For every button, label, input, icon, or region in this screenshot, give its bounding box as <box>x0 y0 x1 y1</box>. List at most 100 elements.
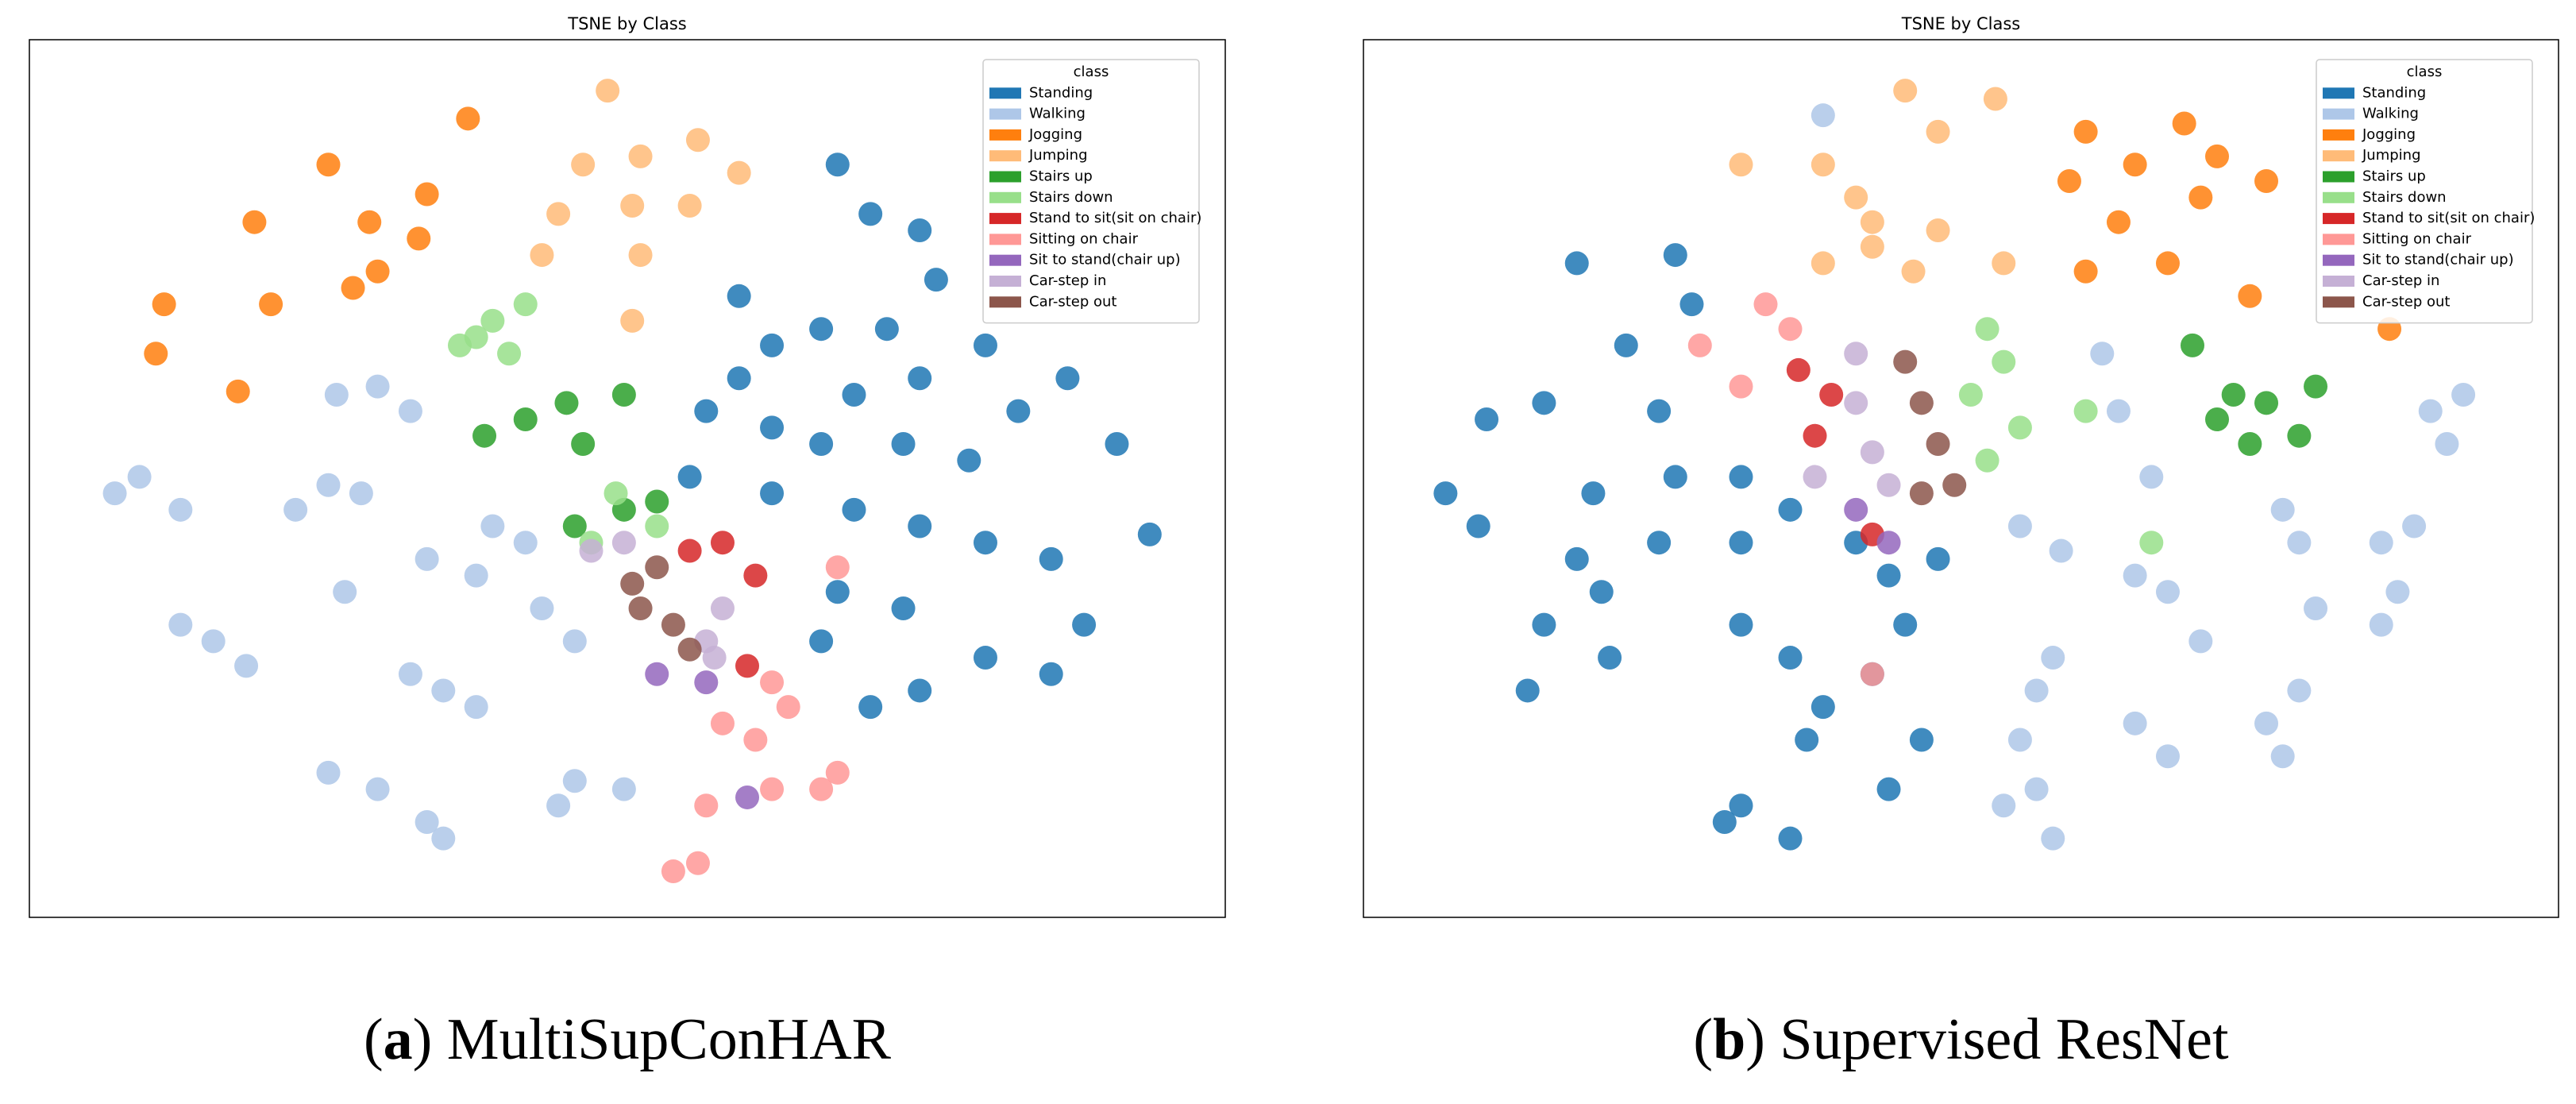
scatter-point <box>1860 210 1884 234</box>
scatter-point <box>2073 119 2098 144</box>
scatter-point <box>1466 514 1490 538</box>
legend-swatch <box>2323 276 2354 287</box>
caption-part: ( <box>364 1007 384 1072</box>
scatter-point <box>2304 596 2328 620</box>
scatter-point <box>1564 546 1589 571</box>
legend-label: Stairs down <box>1029 189 1113 206</box>
scatter-point <box>1614 333 1638 357</box>
scatter-point <box>1778 826 1803 851</box>
scatter-point <box>1581 481 1606 506</box>
legend-label: Sit to stand(chair up) <box>2362 252 2514 268</box>
legend-swatch <box>2323 213 2354 225</box>
legend-swatch <box>989 234 1021 245</box>
scatter-point <box>1876 473 1901 497</box>
scatter-point <box>809 777 834 801</box>
scatter-point <box>694 670 719 695</box>
legend-swatch <box>989 254 1021 266</box>
scatter-point <box>710 531 735 555</box>
scatter-point <box>891 596 916 620</box>
caption-part: b <box>1713 1007 1745 1072</box>
scatter-point <box>2254 391 2279 415</box>
scatter-point <box>1795 728 1819 752</box>
scatter-point <box>1926 218 1950 243</box>
legend-label: Car-step in <box>1029 272 1106 289</box>
scatter-point <box>431 826 456 851</box>
scatter-point <box>620 193 645 218</box>
scatter-point <box>2024 678 2049 703</box>
legend-box <box>2316 59 2533 324</box>
scatter-point <box>1778 317 1803 342</box>
scatter-point <box>2041 826 2065 851</box>
scatter-point <box>1876 563 1901 588</box>
scatter-point <box>924 268 948 292</box>
legend-swatch <box>2323 296 2354 308</box>
scatter-point <box>604 481 628 506</box>
legend-label: Stand to sit(sit on chair) <box>2362 210 2535 226</box>
legend-title: class <box>2407 64 2443 80</box>
scatter-point <box>365 259 390 284</box>
scatter-point <box>316 152 341 177</box>
scatter-point <box>2205 407 2229 432</box>
scatter-point <box>908 366 932 391</box>
scatter-point <box>973 333 997 357</box>
scatter-point <box>530 596 554 620</box>
scatter-point <box>1729 612 1753 637</box>
scatter-point <box>858 695 883 720</box>
scatter-point <box>1753 292 1778 317</box>
scatter-point <box>2188 629 2213 654</box>
legend-swatch <box>989 150 1021 162</box>
legend-swatch <box>989 191 1021 203</box>
legend-box <box>982 59 1200 324</box>
legend-label: Stairs up <box>2362 168 2426 185</box>
scatter-point <box>760 415 785 440</box>
scatter-point <box>2155 251 2180 276</box>
scatter-point <box>685 128 710 152</box>
scatter-point <box>513 407 538 432</box>
scatter-point <box>1433 481 1458 506</box>
scatter-point <box>1786 357 1811 382</box>
scatter-point <box>1992 251 2016 276</box>
legend-swatch <box>2323 254 2354 266</box>
scatter-point <box>2270 497 2295 522</box>
scatter-point <box>760 333 785 357</box>
scatter-point <box>891 432 916 457</box>
scatter-point <box>333 580 357 604</box>
scatter-point <box>1811 103 1835 128</box>
scatter-point <box>611 777 636 801</box>
scatter-point <box>1039 662 1063 686</box>
legend-label: Walking <box>1029 106 1086 122</box>
scatter-point <box>407 226 431 251</box>
scatter-point <box>825 580 850 604</box>
scatter-point <box>973 531 997 555</box>
scatter-point <box>168 497 193 522</box>
scatter-point <box>809 317 834 342</box>
scatter-point <box>1975 317 1999 342</box>
scatter-point <box>760 670 785 695</box>
scatter-point <box>480 514 505 538</box>
scatter-point <box>472 423 497 448</box>
scatter-point <box>2123 711 2147 735</box>
scatter-point <box>2221 382 2246 407</box>
scatter-point <box>611 382 636 407</box>
scatter-point <box>2090 342 2115 366</box>
scatter-point <box>685 851 710 875</box>
scatter-point <box>2435 432 2459 457</box>
scatter-point <box>242 210 267 234</box>
scatter-point <box>661 612 685 637</box>
points <box>1433 79 2476 851</box>
scatter-point <box>727 284 751 308</box>
scatter-point <box>1532 391 1556 415</box>
scatter-point <box>1844 497 1868 522</box>
scatter-point <box>571 152 596 177</box>
scatter-point <box>579 538 604 563</box>
scatter-point <box>316 473 341 497</box>
scatter-point <box>825 555 850 580</box>
scatter-point <box>1992 793 2016 818</box>
scatter-point <box>530 243 554 268</box>
scatter-point <box>735 785 760 809</box>
caption: (a) MultiSupConHAR <box>364 1007 892 1072</box>
scatter-point <box>2024 777 2049 801</box>
scatter-point <box>694 399 719 423</box>
scatter-point <box>2287 678 2312 703</box>
scatter-point <box>349 481 373 506</box>
